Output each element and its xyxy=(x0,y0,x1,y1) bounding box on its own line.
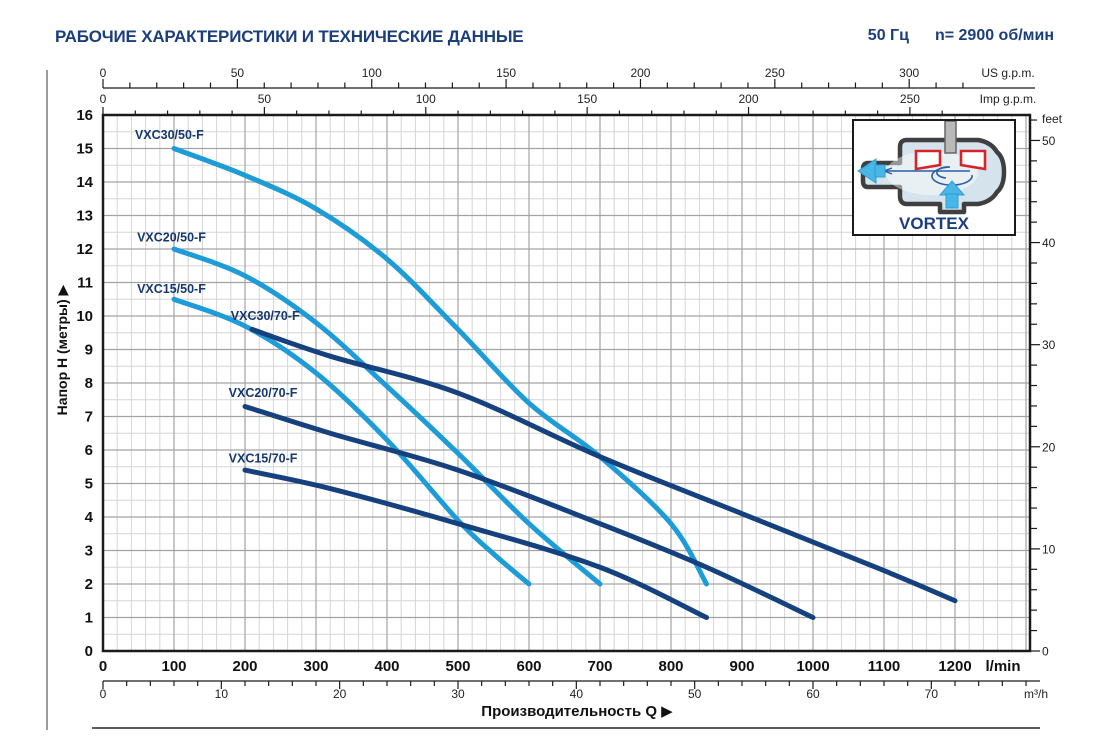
m3h-unit: m³/h xyxy=(1024,687,1048,701)
vortex-inset: VORTEX xyxy=(852,119,1016,236)
imp-gpm-unit: Imp g.p.m. xyxy=(980,92,1037,106)
impeller-blades xyxy=(914,149,987,171)
svg-text:200: 200 xyxy=(739,92,759,106)
plot-border xyxy=(101,113,1032,653)
svg-text:8: 8 xyxy=(85,375,93,392)
svg-text:10: 10 xyxy=(76,308,93,325)
flow-arrow-up-icon xyxy=(938,180,966,209)
svg-text:0: 0 xyxy=(100,66,107,80)
curve-vxc15-50-f: VXC15/50-F xyxy=(137,282,532,587)
flow-arrow-left-icon xyxy=(857,158,886,184)
svg-text:0: 0 xyxy=(85,643,93,660)
axis-top-us-gpm: 0 50 100 150 200 250 300 US g.p.m. xyxy=(100,66,1035,89)
header-right: 50 Гц n= 2900 об/мин xyxy=(868,27,1054,45)
svg-text:13: 13 xyxy=(76,208,93,225)
x-axis-title: Производительность Q ▶ xyxy=(481,703,673,720)
svg-text:100: 100 xyxy=(416,92,436,106)
svg-text:11: 11 xyxy=(77,275,93,292)
curve-vxc20-70-f: VXC20/70-F xyxy=(229,386,816,620)
svg-text:150: 150 xyxy=(496,66,516,80)
curve-label: VXC30/70-F xyxy=(231,309,300,323)
axis-right-feet: 0 10 20 30 40 50 feet xyxy=(1030,112,1063,659)
svg-text:20: 20 xyxy=(333,687,347,701)
svg-text:300: 300 xyxy=(899,66,919,80)
svg-text:7: 7 xyxy=(85,409,93,426)
curve-label: VXC15/50-F xyxy=(137,282,206,296)
svg-text:2: 2 xyxy=(85,576,93,593)
svg-text:0: 0 xyxy=(100,687,107,701)
svg-text:10: 10 xyxy=(1042,542,1056,556)
pump-shaft xyxy=(944,121,957,154)
svg-text:30: 30 xyxy=(451,687,465,701)
svg-text:50: 50 xyxy=(688,687,702,701)
curve-vxc30-70-f: VXC30/70-F xyxy=(231,309,958,604)
svg-text:1200: 1200 xyxy=(938,658,971,675)
curve-label: VXC30/50-F xyxy=(135,128,204,142)
svg-text:60: 60 xyxy=(806,687,820,701)
svg-text:0: 0 xyxy=(99,658,107,675)
svg-text:100: 100 xyxy=(161,658,186,675)
svg-text:250: 250 xyxy=(900,92,920,106)
svg-text:50: 50 xyxy=(231,66,245,80)
svg-text:15: 15 xyxy=(76,141,93,158)
svg-text:700: 700 xyxy=(587,658,612,675)
speed-label: n= 2900 об/мин xyxy=(934,27,1054,44)
curve-vxc15-70-f: VXC15/70-F xyxy=(229,451,709,620)
feet-unit: feet xyxy=(1042,112,1063,126)
page-rules xyxy=(46,70,1040,730)
vortex-label: VORTEX xyxy=(899,214,970,233)
svg-text:400: 400 xyxy=(374,658,399,675)
svg-text:600: 600 xyxy=(516,658,541,675)
svg-text:5: 5 xyxy=(85,476,93,493)
curve-vxc30-50-f: VXC30/50-F xyxy=(135,128,709,587)
svg-text:9: 9 xyxy=(85,342,93,359)
svg-text:3: 3 xyxy=(85,543,93,560)
svg-text:6: 6 xyxy=(85,442,93,459)
axis-bottom-m3h: 0 10 20 30 40 50 60 70 m³/h xyxy=(100,680,1048,701)
svg-text:4: 4 xyxy=(85,509,94,526)
svg-text:900: 900 xyxy=(729,658,754,675)
curve-vxc20-50-f: VXC20/50-F xyxy=(137,230,603,587)
curve-label: VXC20/70-F xyxy=(229,386,298,400)
svg-text:1000: 1000 xyxy=(796,658,829,675)
svg-text:200: 200 xyxy=(232,658,257,675)
svg-text:10: 10 xyxy=(215,687,229,701)
svg-text:1: 1 xyxy=(85,610,93,627)
axis-bottom-lmin: 0 100 200 300 400 500 600 700 800 900 1000 1100 1200… xyxy=(99,658,1021,675)
page-title: РАБОЧИЕ ХАРАКТЕРИСТИКИ И ТЕХНИЧЕСКИЕ ДАН… xyxy=(55,27,524,46)
svg-text:250: 250 xyxy=(765,66,785,80)
axis-top-imp-gpm: 0 50 100 150 200 250 Imp g.p.m. xyxy=(100,92,1037,115)
lmin-unit: l/min xyxy=(985,658,1020,675)
svg-text:40: 40 xyxy=(570,687,584,701)
svg-text:0: 0 xyxy=(1042,645,1049,659)
svg-text:1100: 1100 xyxy=(868,658,901,675)
svg-text:Производительность Q ▶: Производительность Q ▶ xyxy=(481,703,673,720)
svg-text:0: 0 xyxy=(100,92,107,106)
svg-text:70: 70 xyxy=(925,687,939,701)
vortex-diagram: VORTEX xyxy=(857,121,1007,233)
svg-text:30: 30 xyxy=(1042,338,1056,352)
us-gpm-unit: US g.p.m. xyxy=(981,66,1034,80)
svg-text:12: 12 xyxy=(76,241,93,258)
svg-text:50: 50 xyxy=(258,92,272,106)
svg-text:300: 300 xyxy=(303,658,328,675)
svg-text:800: 800 xyxy=(658,658,683,675)
svg-text:40: 40 xyxy=(1042,236,1056,250)
frequency-label: 50 Гц xyxy=(867,27,909,44)
svg-text:50: 50 xyxy=(1042,134,1056,148)
svg-text:500: 500 xyxy=(445,658,470,675)
svg-text:200: 200 xyxy=(630,66,650,80)
svg-text:150: 150 xyxy=(577,92,597,106)
svg-text:Напор H (метры) ▶: Напор H (метры) ▶ xyxy=(54,284,70,415)
curve-label: VXC15/70-F xyxy=(229,451,298,465)
y-axis-title: Напор H (метры) ▶ xyxy=(54,284,70,415)
svg-text:14: 14 xyxy=(76,174,93,191)
curve-label: VXC20/50-F xyxy=(137,230,206,244)
svg-text:20: 20 xyxy=(1042,440,1056,454)
svg-text:100: 100 xyxy=(362,66,382,80)
svg-text:16: 16 xyxy=(76,107,93,124)
